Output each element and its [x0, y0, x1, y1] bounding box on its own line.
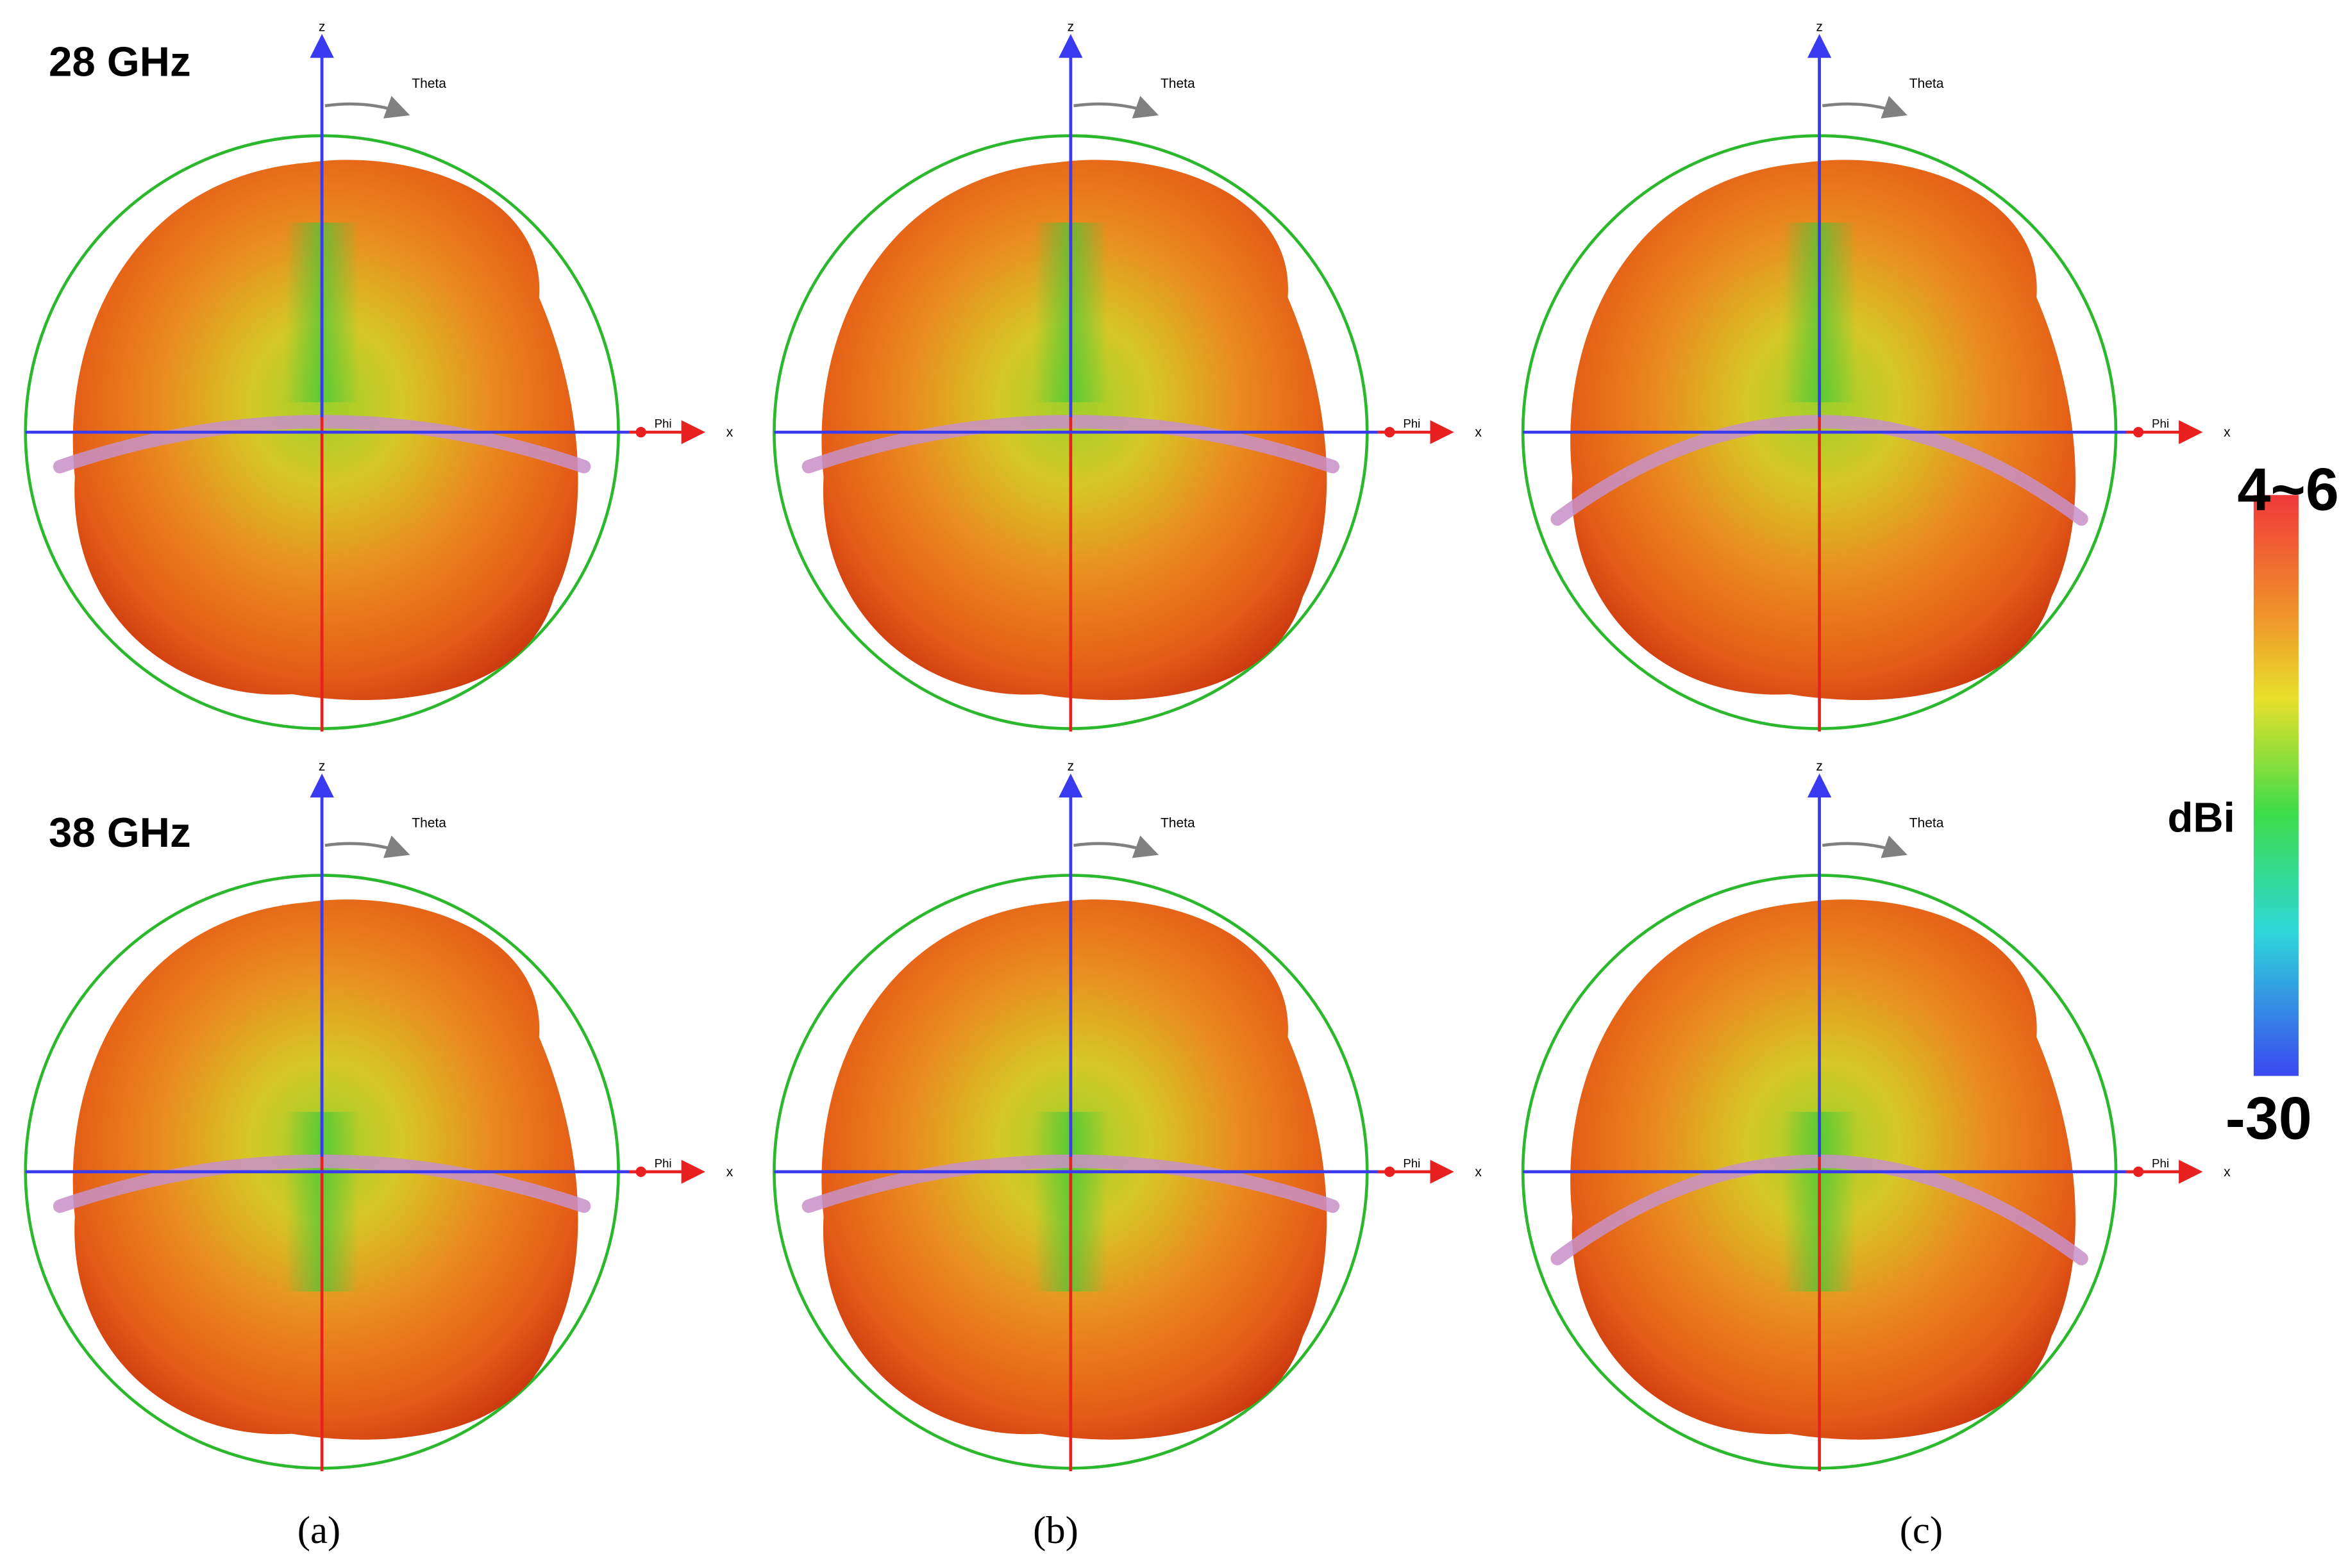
axis-label: Phi	[1403, 1156, 1420, 1170]
theta-arrow	[1073, 96, 1159, 119]
axis-label: Theta	[412, 76, 446, 91]
origin-marker	[635, 426, 646, 438]
origin-marker	[1384, 1166, 1395, 1178]
axis-label: Theta	[1161, 816, 1195, 831]
axis-label: z	[319, 759, 326, 774]
axis-label: Theta	[1909, 76, 1944, 91]
axis-label: x	[726, 1165, 734, 1180]
radiation-pattern	[821, 160, 1327, 701]
theta-arrow	[1822, 835, 1908, 858]
axis-label: z	[1816, 759, 1822, 774]
origin-marker	[2133, 1166, 2144, 1178]
radiation-pattern	[1570, 160, 2075, 701]
axis-label: Theta	[1161, 76, 1195, 91]
theta-arrow	[324, 96, 410, 119]
panel-label: (b)	[1033, 1509, 1078, 1552]
panel-label: (a)	[298, 1509, 340, 1552]
origin-marker	[635, 1166, 646, 1178]
theta-arrow	[324, 835, 410, 858]
panels: z x Theta Phi z x Theta Phi z x Theta Phi z x Theta Phi…	[24, 19, 2231, 1471]
axis-label: z	[1816, 19, 1822, 34]
origin-marker	[1384, 426, 1395, 438]
axis-label: Theta	[412, 816, 446, 831]
colorbar-min: -30	[2226, 1085, 2312, 1152]
axis-label: Phi	[2152, 1156, 2169, 1170]
axis-label: x	[2224, 1165, 2231, 1180]
axis-label: x	[726, 425, 734, 440]
axis-label: z	[1068, 759, 1075, 774]
origin-marker	[2133, 426, 2144, 438]
axis-label: Phi	[655, 1156, 672, 1170]
axis-label: Theta	[1909, 816, 1944, 831]
colorbar-max: 4~6	[2237, 456, 2338, 523]
panel-label: (c)	[1900, 1509, 1943, 1552]
row-label: 28 GHz	[49, 38, 191, 85]
axis-label: z	[319, 19, 326, 34]
axis-label: Phi	[2152, 417, 2169, 430]
axis-label: x	[1475, 425, 1482, 440]
axis-label: x	[1475, 1165, 1482, 1180]
axis-label: z	[1068, 19, 1075, 34]
axis-label: Phi	[655, 417, 672, 430]
colorbar-unit: dBi	[2167, 794, 2235, 841]
axis-label: Phi	[1403, 417, 1420, 430]
theta-arrow	[1073, 835, 1159, 858]
radiation-pattern	[72, 160, 578, 701]
axis-label: x	[2224, 425, 2231, 440]
theta-arrow	[1822, 96, 1908, 119]
row-label: 38 GHz	[49, 809, 191, 856]
colorbar	[2253, 495, 2299, 1076]
